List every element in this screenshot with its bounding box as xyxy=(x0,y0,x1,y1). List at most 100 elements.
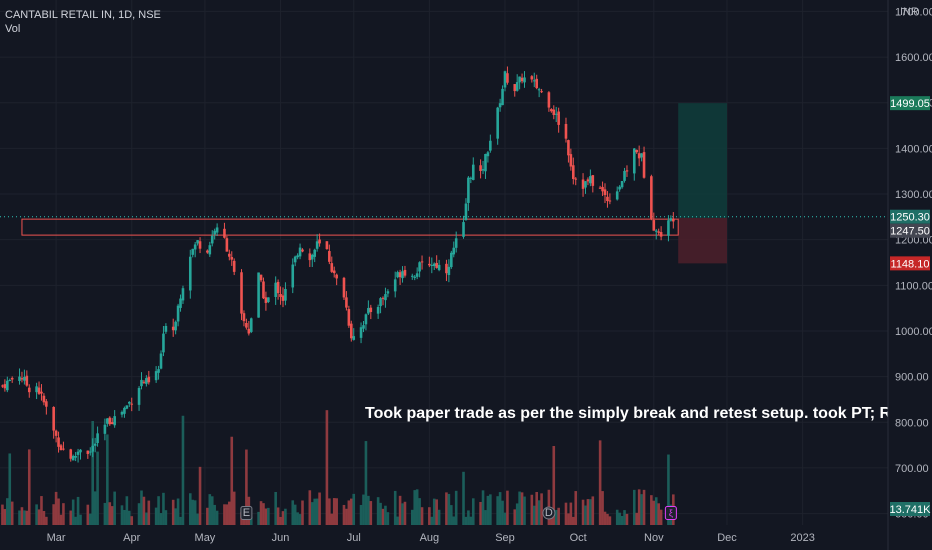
volume-bar xyxy=(393,490,397,525)
long-position-tool[interactable] xyxy=(678,103,727,264)
time-tick-label: Apr xyxy=(123,532,140,544)
volume-bar xyxy=(181,415,185,525)
candle-body xyxy=(584,181,587,188)
volume-bar xyxy=(71,499,75,525)
split-marker-box[interactable] xyxy=(664,506,677,520)
price-tick-label: 1300.00 xyxy=(895,189,932,201)
volume-bar xyxy=(632,489,636,525)
volume-bar xyxy=(93,491,97,525)
candle-body xyxy=(623,170,626,181)
candle-body xyxy=(657,231,660,233)
time-axis-ticks[interactable]: Mar Apr May Jun Jul Aug Sep Oct Nov Dec 2023 xyxy=(47,532,815,544)
volume-bar xyxy=(276,507,280,525)
price-tick-label: 700.00 xyxy=(895,463,929,475)
candle-body xyxy=(574,178,578,180)
volume-bar xyxy=(20,507,24,525)
candle-body xyxy=(281,295,285,301)
earnings-marker-box[interactable] xyxy=(240,506,253,520)
volume-bar xyxy=(615,509,619,525)
candle-body xyxy=(632,148,636,174)
volume-bar xyxy=(1,504,4,525)
volume-bar xyxy=(108,502,112,525)
candle-body xyxy=(157,369,160,373)
candle-body xyxy=(667,220,670,236)
volume-bar xyxy=(25,510,29,525)
candle-body xyxy=(501,88,504,106)
volume-bar xyxy=(125,496,129,525)
candle-body xyxy=(618,186,621,190)
volume-bar xyxy=(581,499,585,525)
volume-bar xyxy=(359,504,363,525)
volume-bar xyxy=(367,495,370,525)
candle-body xyxy=(110,422,114,425)
volume-bar xyxy=(342,504,346,525)
grid-lines xyxy=(0,0,888,525)
last-price-tag xyxy=(890,209,930,224)
candle-body xyxy=(267,297,270,303)
candles xyxy=(1,66,675,463)
earnings-icon[interactable]: E xyxy=(243,507,250,519)
candle-body xyxy=(564,123,568,139)
volume-bar xyxy=(349,498,353,525)
event-markers[interactable]: E D ξ xyxy=(240,506,677,520)
volume-bar xyxy=(40,496,43,525)
price-tick-label: 1600.00 xyxy=(895,52,932,64)
candle-body xyxy=(181,288,185,301)
volume-bar xyxy=(8,453,12,525)
stop-zone[interactable] xyxy=(678,217,727,264)
price-axis[interactable] xyxy=(887,0,932,550)
volume-bar xyxy=(518,491,521,525)
candle-body xyxy=(620,181,624,188)
volume-bar xyxy=(352,493,356,525)
volume-bar xyxy=(557,507,560,525)
volume-bar xyxy=(379,502,382,525)
dividend-icon[interactable]: D xyxy=(545,507,553,519)
candle-body xyxy=(96,433,99,444)
volume-bar xyxy=(191,499,195,525)
candle-body xyxy=(503,71,507,88)
volume-bar xyxy=(584,505,587,525)
volume-bar xyxy=(657,503,660,525)
dividend-marker[interactable] xyxy=(542,506,556,520)
candle-body xyxy=(8,380,12,382)
candle-body xyxy=(130,403,134,405)
candle-body xyxy=(264,297,268,303)
volume-bar xyxy=(640,494,643,525)
chart-title[interactable]: CANTABIL RETAIL IN, 1D, NSE xyxy=(5,9,161,21)
volume-bar xyxy=(552,445,556,525)
volume-bar xyxy=(249,516,253,525)
volume-bar xyxy=(625,513,629,525)
volume-bar xyxy=(410,509,414,525)
candle-body xyxy=(206,250,209,253)
volume-bar xyxy=(435,499,438,525)
candle-body xyxy=(245,322,248,328)
trade-note[interactable]: Took paper trade as per the simply break… xyxy=(365,405,932,422)
volume-bar xyxy=(445,492,448,525)
volume-legend[interactable]: Vol xyxy=(5,23,20,35)
candle-body xyxy=(18,376,21,381)
candle-body xyxy=(276,281,280,294)
candle-body xyxy=(362,325,365,329)
candle-body xyxy=(27,387,31,393)
candle-body xyxy=(342,277,346,298)
candle-body xyxy=(403,269,407,276)
candle-body xyxy=(401,271,404,279)
volume-bar xyxy=(659,509,663,525)
candle-body xyxy=(137,387,141,405)
time-tick-label: Sep xyxy=(495,532,515,544)
candle-body xyxy=(279,294,282,297)
candle-body xyxy=(569,154,573,167)
candle-body xyxy=(232,260,236,272)
candle-body xyxy=(437,264,441,271)
candle-body xyxy=(3,384,7,389)
volume-bar xyxy=(452,516,456,525)
split-icon[interactable]: ξ xyxy=(669,508,673,518)
volume-bar xyxy=(164,510,168,525)
volume-bar xyxy=(179,516,182,525)
volume-bar xyxy=(6,498,9,525)
volume-bar xyxy=(489,494,492,525)
target-zone[interactable] xyxy=(678,103,727,218)
support-resistance-zone[interactable] xyxy=(21,218,679,236)
volume-bar xyxy=(503,512,507,525)
